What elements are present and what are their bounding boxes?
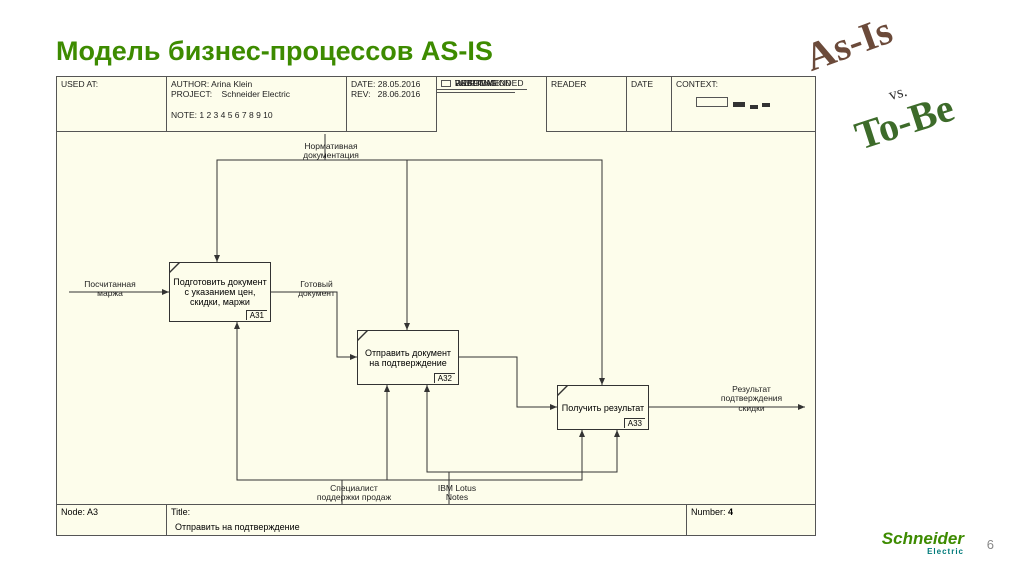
rev-value: 28.06.2016 [378,89,421,99]
date-label: DATE: [351,79,375,89]
header-author-cell: AUTHOR: Arina Klein PROJECT: Schneider E… [167,77,347,132]
activity-a31-code: A31 [246,310,267,320]
diagram-footer: Node: A3 Title: Отправить на подтвержден… [57,504,815,535]
idef0-diagram-frame: USED AT: AUTHOR: Arina Klein PROJECT: Sc… [56,76,816,536]
footer-number: Number: 4 [687,505,815,535]
header-publication: PUBLICATION [437,77,515,93]
tobe-text: To-Be [849,84,959,160]
header-context: CONTEXT: [672,77,815,132]
activity-a33-code: A33 [624,418,645,428]
note-value: 1 2 3 4 5 6 7 8 9 10 [199,110,272,120]
activity-a31-text: Подготовить документ с указанием цен, ск… [173,277,267,307]
rev-label: REV: [351,89,371,99]
schneider-logo: Schneider Electric [882,529,964,556]
note-label: NOTE: [171,110,197,120]
activity-a32-text: Отправить документ на подтверждение [361,348,455,368]
page-number: 6 [987,537,994,552]
label-ready-doc: Готовый документ [289,280,344,299]
activity-a33-text: Получить результат [562,403,644,413]
footer-title: Title: Отправить на подтверждение [167,505,687,535]
project-value: Schneider Electric [222,89,291,99]
activity-a32: Отправить документ на подтверждение A32 [357,330,459,385]
vs-text: vs. [887,83,909,105]
activity-a33: Получить результат A33 [557,385,649,430]
diagram-canvas: Подготовить документ с указанием цен, ск… [57,132,815,505]
activity-a31: Подготовить документ с указанием цен, ск… [169,262,271,322]
diagram-header: USED AT: AUTHOR: Arina Klein PROJECT: Sc… [57,77,815,132]
author-label: AUTHOR: [171,79,209,89]
header-reader: READER [547,77,627,132]
activity-a32-code: A32 [434,373,455,383]
header-date2: DATE [627,77,672,132]
header-date-cell: DATE: 28.05.2016 REV: 28.06.2016 [347,77,437,132]
label-lotus: IBM Lotus Notes [427,484,487,503]
author-value: Arina Klein [211,79,252,89]
project-label: PROJECT: [171,89,212,99]
footer-node: Node: A3 [57,505,167,535]
footer-title-value: Отправить на подтверждение [171,520,304,534]
asis-vs-tobe-graphic: As-Is vs. To-Be [794,10,994,210]
label-input: Посчитанная маржа [75,280,145,299]
label-norm-doc: Нормативная документация [291,142,371,161]
asis-text: As-Is [799,6,899,81]
header-used-at: USED AT: [57,77,167,132]
slide-title: Модель бизнес-процессов AS-IS [56,36,493,67]
schneider-sub: Electric [882,547,964,556]
date-value: 28.05.2016 [378,79,421,89]
label-result: Результат подтверждения скидки [709,385,794,413]
label-specialist: Специалист поддержки продаж [309,484,399,503]
